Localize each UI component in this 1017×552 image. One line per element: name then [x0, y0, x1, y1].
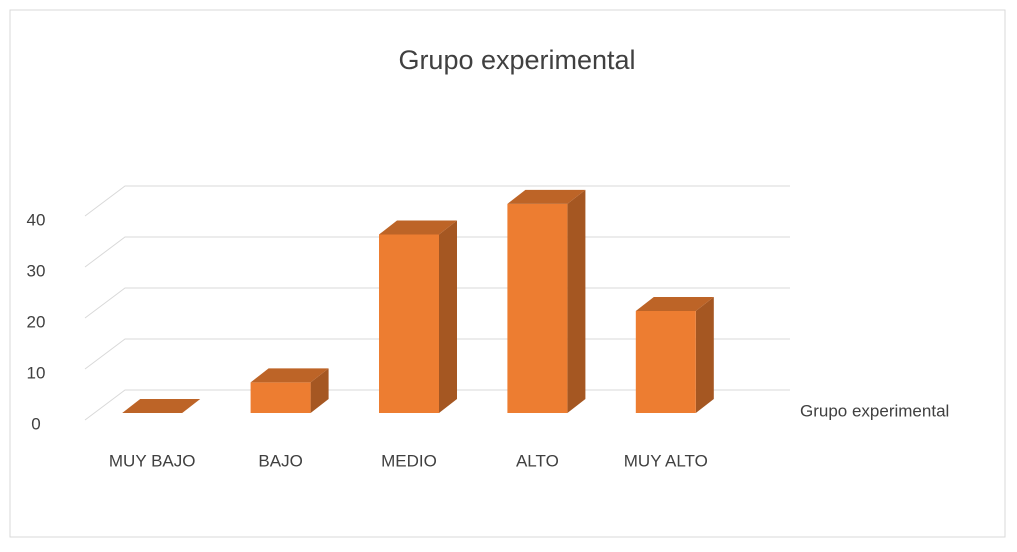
y-tick-label: 20: [27, 312, 46, 331]
chart: Grupo experimental 0 10 20 30 40 MUY BAJO BAJO…: [0, 0, 1017, 547]
bar-side: [567, 190, 585, 413]
chart-title: Grupo experimental: [398, 45, 635, 75]
bar: [636, 311, 696, 413]
y-tick-label: 10: [27, 363, 46, 382]
bar-side: [696, 297, 714, 413]
x-tick-label: MEDIO: [381, 451, 437, 470]
bar: [251, 382, 311, 413]
x-tick-label: MUY ALTO: [624, 451, 708, 470]
x-tick-label: MUY BAJO: [109, 451, 196, 470]
y-tick-label: 40: [27, 210, 46, 229]
x-tick-label: BAJO: [258, 451, 302, 470]
y-tick-label: 30: [27, 261, 46, 280]
bar: [379, 235, 439, 414]
legend-label: Grupo experimental: [800, 401, 949, 420]
page: Grupo experimental 0 10 20 30 40 MUY BAJO BAJO…: [0, 0, 1017, 552]
bar: [507, 204, 567, 413]
bar-side: [439, 221, 457, 414]
x-tick-label: ALTO: [516, 451, 559, 470]
y-tick-label: 0: [31, 414, 40, 433]
